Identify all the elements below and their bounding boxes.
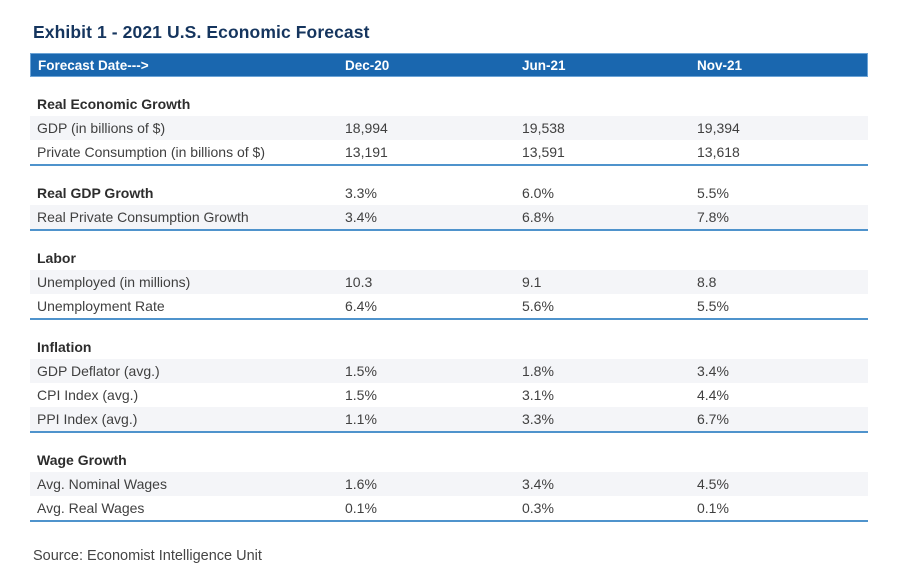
table-header-col-jun-21: Jun-21 bbox=[522, 57, 566, 73]
table-row: GDP (in billions of $) 18,994 19,538 19,394 bbox=[30, 116, 868, 140]
row-value: 0.1% bbox=[697, 500, 729, 516]
row-value: 18,994 bbox=[345, 120, 388, 136]
section-header-row: Labor bbox=[30, 246, 868, 270]
row-value: 0.3% bbox=[522, 500, 554, 516]
row-value: 5.5% bbox=[697, 298, 729, 314]
section-title: Inflation bbox=[37, 339, 92, 355]
table-row: Unemployed (in millions) 10.3 9.1 8.8 bbox=[30, 270, 868, 294]
table-row: PPI Index (avg.) 1.1% 3.3% 6.7% bbox=[30, 407, 868, 431]
page-title: Exhibit 1 - 2021 U.S. Economic Forecast bbox=[33, 22, 370, 42]
row-value: 5.6% bbox=[522, 298, 554, 314]
section-title-value: 3.3% bbox=[345, 185, 377, 201]
row-value: 1.1% bbox=[345, 411, 377, 427]
row-label: Unemployed (in millions) bbox=[37, 274, 191, 290]
table-section: Inflation GDP Deflator (avg.) 1.5% 1.8% 3.4%… bbox=[30, 335, 868, 433]
row-value: 9.1 bbox=[522, 274, 542, 290]
section-header-row: Inflation bbox=[30, 335, 868, 359]
table-header-row: Forecast Date---> Dec-20 Jun-21 Nov-21 bbox=[30, 53, 868, 77]
section-title: Real Economic Growth bbox=[37, 96, 191, 112]
section-title: Real GDP Growth bbox=[37, 185, 154, 201]
row-label: CPI Index (avg.) bbox=[37, 387, 139, 403]
row-value: 19,394 bbox=[697, 120, 740, 136]
row-value: 6.8% bbox=[522, 209, 554, 225]
table-row: GDP Deflator (avg.) 1.5% 1.8% 3.4% bbox=[30, 359, 868, 383]
row-value: 1.5% bbox=[345, 363, 377, 379]
forecast-table: Forecast Date---> Dec-20 Jun-21 Nov-21 Rea… bbox=[30, 53, 868, 522]
section-header-row: Real Economic Growth bbox=[30, 92, 868, 116]
row-value: 3.3% bbox=[522, 411, 554, 427]
row-label: PPI Index (avg.) bbox=[37, 411, 138, 427]
section-title: Wage Growth bbox=[37, 452, 127, 468]
table-row: Avg. Nominal Wages 1.6% 3.4% 4.5% bbox=[30, 472, 868, 496]
row-value: 7.8% bbox=[697, 209, 729, 225]
table-header-label: Forecast Date---> bbox=[38, 57, 149, 73]
row-label: Avg. Real Wages bbox=[37, 500, 145, 516]
row-value: 1.8% bbox=[522, 363, 554, 379]
row-value: 1.6% bbox=[345, 476, 377, 492]
row-value: 19,538 bbox=[522, 120, 565, 136]
row-label: GDP (in billions of $) bbox=[37, 120, 166, 136]
table-section: Real GDP Growth 3.3% 6.0% 5.5% Real Private … bbox=[30, 181, 868, 231]
row-value: 3.4% bbox=[345, 209, 377, 225]
exhibit-page: Exhibit 1 - 2021 U.S. Economic Forecast … bbox=[30, 22, 868, 564]
row-value: 4.5% bbox=[697, 476, 729, 492]
row-label: Unemployment Rate bbox=[37, 298, 165, 314]
table-section: Wage Growth Avg. Nominal Wages 1.6% 3.4% 4.5… bbox=[30, 448, 868, 522]
row-value: 13,591 bbox=[522, 144, 565, 160]
section-title-value: 5.5% bbox=[697, 185, 729, 201]
section-title-value: 6.0% bbox=[522, 185, 554, 201]
row-label: Real Private Consumption Growth bbox=[37, 209, 249, 225]
section-title: Labor bbox=[37, 250, 76, 266]
row-value: 6.4% bbox=[345, 298, 377, 314]
table-header-col-dec-20: Dec-20 bbox=[345, 57, 390, 73]
table-body: Real Economic Growth GDP (in billions of … bbox=[30, 92, 868, 522]
source-note: Source: Economist Intelligence Unit bbox=[33, 548, 262, 564]
row-value: 0.1% bbox=[345, 500, 377, 516]
row-value: 13,618 bbox=[697, 144, 740, 160]
table-section: Labor Unemployed (in millions) 10.3 9.1 8.8 U… bbox=[30, 246, 868, 320]
table-row: Avg. Real Wages 0.1% 0.3% 0.1% bbox=[30, 496, 868, 520]
row-value: 3.4% bbox=[697, 363, 729, 379]
row-label: Avg. Nominal Wages bbox=[37, 476, 167, 492]
row-value: 1.5% bbox=[345, 387, 377, 403]
table-row: Unemployment Rate 6.4% 5.6% 5.5% bbox=[30, 294, 868, 318]
section-header-row: Wage Growth bbox=[30, 448, 868, 472]
row-label: GDP Deflator (avg.) bbox=[37, 363, 160, 379]
row-label: Private Consumption (in billions of $) bbox=[37, 144, 265, 160]
table-row: Private Consumption (in billions of $) 13… bbox=[30, 140, 868, 164]
row-value: 6.7% bbox=[697, 411, 729, 427]
row-value: 10.3 bbox=[345, 274, 373, 290]
row-value: 3.4% bbox=[522, 476, 554, 492]
table-row: CPI Index (avg.) 1.5% 3.1% 4.4% bbox=[30, 383, 868, 407]
row-value: 4.4% bbox=[697, 387, 729, 403]
table-header-col-nov-21: Nov-21 bbox=[697, 57, 743, 73]
row-value: 8.8 bbox=[697, 274, 717, 290]
row-value: 13,191 bbox=[345, 144, 388, 160]
row-value: 3.1% bbox=[522, 387, 554, 403]
table-section: Real Economic Growth GDP (in billions of … bbox=[30, 92, 868, 166]
section-header-row: Real GDP Growth 3.3% 6.0% 5.5% bbox=[30, 181, 868, 205]
table-row: Real Private Consumption Growth 3.4% 6.8% 7… bbox=[30, 205, 868, 229]
